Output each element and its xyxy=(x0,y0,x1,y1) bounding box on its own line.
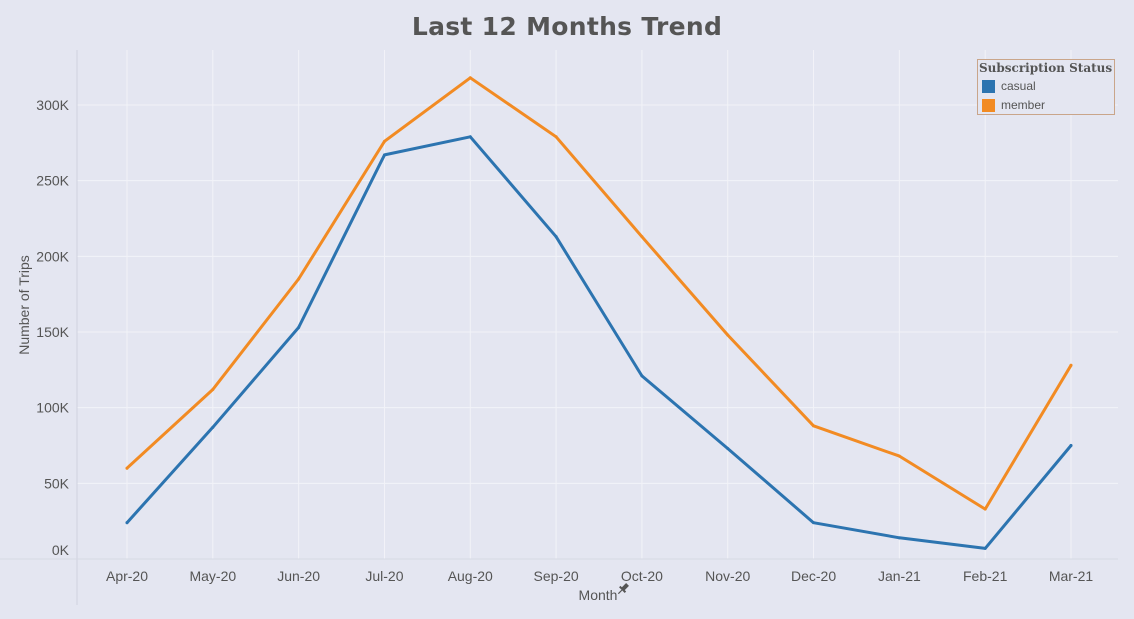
x-tick-label: Jan-21 xyxy=(878,568,921,584)
data-point-casual xyxy=(554,235,558,239)
y-tick-label: 250K xyxy=(36,173,69,189)
x-axis-title: Month xyxy=(579,587,618,603)
legend-label-casual: casual xyxy=(1001,79,1036,93)
series-lines xyxy=(125,76,1073,550)
x-tick-label: May-20 xyxy=(189,568,236,584)
x-tick-label: Feb-21 xyxy=(963,568,1008,584)
x-axis-title-group: Month xyxy=(579,582,631,603)
y-tick-label: 0K xyxy=(52,542,70,558)
legend-swatch-member xyxy=(982,99,995,112)
legend-title: Subscription Status xyxy=(979,61,1113,75)
y-tick-label: 50K xyxy=(44,475,70,491)
legend-label-member: member xyxy=(1001,98,1046,112)
y-tick-label: 150K xyxy=(36,324,69,340)
gridlines xyxy=(77,50,1118,559)
x-tick-label: Jun-20 xyxy=(277,568,320,584)
data-point-member xyxy=(640,235,644,239)
x-tick-label: Aug-20 xyxy=(448,568,493,584)
tick-labels: 0K 50K 100K 150K 200K 250K 300K Apr-20 May-20 Jun… xyxy=(36,97,1093,584)
data-point-member xyxy=(382,139,386,143)
x-tick-label: Sep-20 xyxy=(534,568,579,584)
y-tick-label: 100K xyxy=(36,400,69,416)
data-point-member xyxy=(468,76,472,80)
legend-swatch-casual xyxy=(982,80,995,93)
legend: Subscription Status casual member xyxy=(977,59,1115,115)
data-point-member xyxy=(726,333,730,337)
x-tick-label: Apr-20 xyxy=(106,568,148,584)
data-point-casual xyxy=(211,425,215,429)
data-point-casual xyxy=(382,153,386,157)
series-line-casual xyxy=(125,135,1073,550)
data-point-casual xyxy=(468,135,472,139)
x-tick-label: Nov-20 xyxy=(705,568,750,584)
data-point-member xyxy=(897,454,901,458)
data-point-member xyxy=(554,135,558,139)
x-tick-label: Dec-20 xyxy=(791,568,836,584)
x-tick-label: Oct-20 xyxy=(621,568,663,584)
pin-icon[interactable] xyxy=(616,582,631,597)
chart-title: Last 12 Months Trend xyxy=(411,12,723,41)
data-point-member xyxy=(1069,363,1073,367)
data-point-member xyxy=(812,424,816,428)
data-point-member xyxy=(983,507,987,511)
data-point-member xyxy=(211,388,215,392)
data-point-casual xyxy=(640,374,644,378)
y-tick-label: 300K xyxy=(36,97,69,113)
x-tick-label: Mar-21 xyxy=(1049,568,1094,584)
data-point-casual xyxy=(125,521,129,525)
data-point-member xyxy=(297,277,301,281)
data-point-member xyxy=(125,466,129,470)
data-point-casual xyxy=(297,325,301,329)
data-point-casual xyxy=(1069,444,1073,447)
data-point-casual xyxy=(812,521,816,525)
data-point-casual xyxy=(983,546,987,550)
data-point-casual xyxy=(897,536,901,540)
x-tick-label: Jul-20 xyxy=(365,568,403,584)
axes xyxy=(0,50,1118,605)
y-tick-label: 200K xyxy=(36,248,69,264)
y-axis-title: Number of Trips xyxy=(16,255,32,355)
data-point-casual xyxy=(726,447,730,451)
series-line-member xyxy=(125,76,1073,511)
